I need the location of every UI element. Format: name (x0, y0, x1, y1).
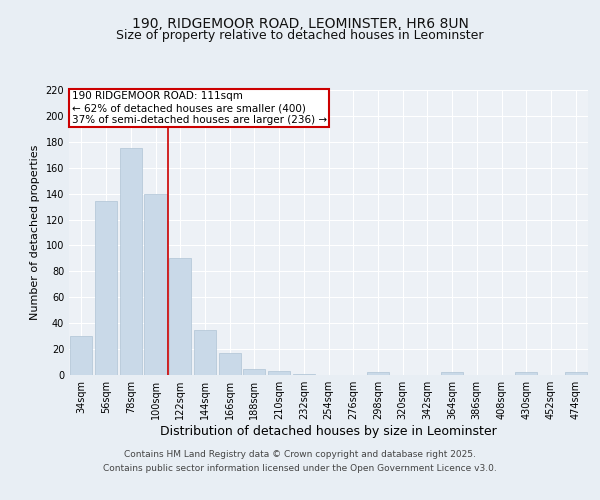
Text: Contains HM Land Registry data © Crown copyright and database right 2025.: Contains HM Land Registry data © Crown c… (124, 450, 476, 459)
Bar (515, 372, 538, 375)
Bar (243, 368, 265, 375)
Bar (169, 258, 191, 375)
Text: 190 RIDGEMOOR ROAD: 111sqm
← 62% of detached houses are smaller (400)
37% of sem: 190 RIDGEMOOR ROAD: 111sqm ← 62% of deta… (71, 92, 327, 124)
Bar (194, 330, 216, 375)
Bar (367, 372, 389, 375)
Bar (268, 371, 290, 375)
Y-axis label: Number of detached properties: Number of detached properties (30, 145, 40, 320)
X-axis label: Distribution of detached houses by size in Leominster: Distribution of detached houses by size … (160, 425, 497, 438)
Bar (145, 194, 167, 375)
Bar (70, 336, 92, 375)
Bar (119, 148, 142, 375)
Text: 190, RIDGEMOOR ROAD, LEOMINSTER, HR6 8UN: 190, RIDGEMOOR ROAD, LEOMINSTER, HR6 8UN (131, 18, 469, 32)
Text: Contains public sector information licensed under the Open Government Licence v3: Contains public sector information licen… (103, 464, 497, 473)
Text: Size of property relative to detached houses in Leominster: Size of property relative to detached ho… (116, 29, 484, 42)
Bar (565, 372, 587, 375)
Bar (293, 374, 315, 375)
Bar (441, 372, 463, 375)
Bar (95, 202, 117, 375)
Bar (218, 353, 241, 375)
